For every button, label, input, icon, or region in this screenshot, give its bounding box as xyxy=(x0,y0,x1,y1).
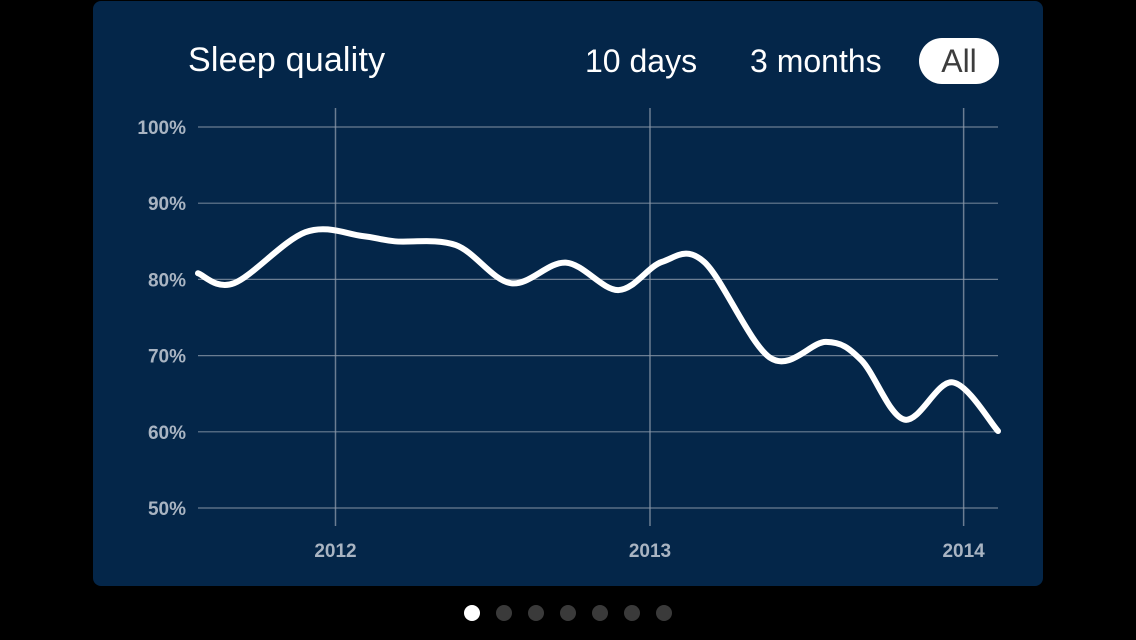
x-tick-label: 2012 xyxy=(314,541,356,562)
page-dot[interactable] xyxy=(592,605,608,621)
page-dot[interactable] xyxy=(624,605,640,621)
y-tick-label: 50% xyxy=(148,499,186,520)
chart-card: Sleep quality 10 days 3 months All 100% 9… xyxy=(93,1,1043,586)
range-all-button[interactable]: All xyxy=(919,38,999,84)
y-tick-label: 80% xyxy=(148,270,186,291)
page-dot[interactable] xyxy=(528,605,544,621)
page-dot[interactable] xyxy=(496,605,512,621)
x-axis-ticks: 2012 2013 2014 xyxy=(314,541,985,562)
y-tick-label: 60% xyxy=(148,423,186,444)
page-indicator xyxy=(0,605,1136,623)
grid xyxy=(198,108,998,526)
x-tick-label: 2014 xyxy=(942,541,985,562)
range-10-days-button[interactable]: 10 days xyxy=(585,43,698,79)
y-tick-label: 90% xyxy=(148,194,186,215)
sleep-quality-line xyxy=(195,226,1001,434)
page-dot[interactable] xyxy=(560,605,576,621)
page-dot-active[interactable] xyxy=(464,605,480,621)
series xyxy=(195,226,1001,434)
y-tick-label: 70% xyxy=(148,347,186,368)
sleep-quality-chart: 100% 90% 80% 70% 60% 50% 2012 2013 2014 xyxy=(137,108,1001,562)
chart-title: Sleep quality xyxy=(188,41,386,79)
page-dot[interactable] xyxy=(656,605,672,621)
y-tick-label: 100% xyxy=(137,118,186,139)
x-tick-label: 2013 xyxy=(629,541,671,562)
y-axis-ticks: 100% 90% 80% 70% 60% 50% xyxy=(137,118,186,520)
range-3-months-button[interactable]: 3 months xyxy=(750,43,882,79)
